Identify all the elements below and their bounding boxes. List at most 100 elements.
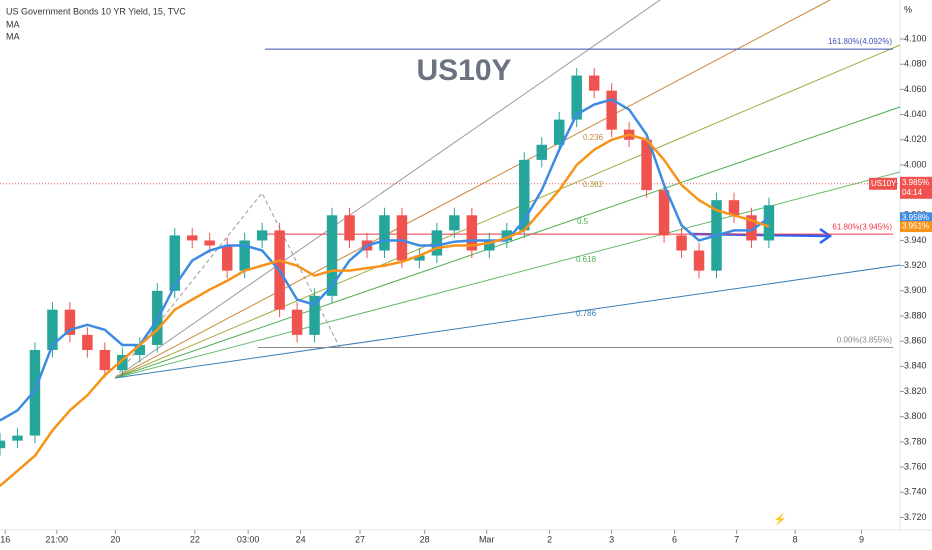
y-tick-label: 4.060 bbox=[904, 84, 927, 94]
y-tick-label: 3.840 bbox=[904, 361, 927, 371]
candle-body bbox=[746, 215, 757, 241]
candle-body bbox=[484, 240, 495, 251]
candle-body bbox=[658, 190, 670, 236]
x-tick-label: 2 bbox=[547, 534, 552, 544]
x-tick-label: 03:00 bbox=[237, 534, 260, 544]
last-price-badge: 3.985% bbox=[902, 178, 929, 187]
x-tick-label: Mar bbox=[479, 534, 495, 544]
fan-line bbox=[114, 264, 901, 379]
x-tick-label: 28 bbox=[420, 534, 430, 544]
y-tick-label: 3.940 bbox=[904, 235, 927, 245]
candle-body bbox=[309, 295, 320, 335]
y-tick-label: 3.860 bbox=[904, 336, 927, 346]
y-unit: % bbox=[904, 4, 912, 14]
x-tick-label: 27 bbox=[355, 534, 365, 544]
candle-body bbox=[117, 355, 128, 371]
candle-body bbox=[693, 250, 705, 271]
arrow-head bbox=[819, 227, 833, 245]
y-tick-label: 4.000 bbox=[904, 159, 927, 169]
candle-body bbox=[82, 334, 93, 350]
candle-body bbox=[414, 255, 425, 261]
fib-label: 161.80%(4.092%) bbox=[828, 37, 892, 46]
ma-line bbox=[0, 98, 770, 422]
y-tick-label: 3.820 bbox=[904, 386, 927, 396]
fan-label: 0.236 bbox=[583, 133, 604, 142]
x-tick-label: 16 bbox=[0, 534, 10, 544]
last-price-badge-bg bbox=[900, 176, 932, 199]
y-tick-label: 4.020 bbox=[904, 134, 927, 144]
lightning-icon: ⚡ bbox=[773, 513, 787, 526]
fan-label: 0.5 bbox=[577, 217, 589, 226]
candle-body bbox=[29, 349, 41, 436]
candle-body bbox=[396, 215, 408, 261]
x-tick-label: 22 bbox=[190, 534, 200, 544]
x-tick-label: 3 bbox=[609, 534, 614, 544]
symbol-badge: US10Y bbox=[871, 179, 897, 188]
symbol-badge-bg bbox=[869, 177, 897, 190]
indicator-label: MA bbox=[6, 19, 20, 29]
candle-body bbox=[99, 349, 111, 371]
candle-body bbox=[536, 144, 547, 160]
candle-body bbox=[728, 200, 740, 216]
fan-line bbox=[114, 0, 661, 379]
x-tick-label: 8 bbox=[793, 534, 798, 544]
y-tick-label: 3.720 bbox=[904, 512, 927, 522]
x-tick-label: 7 bbox=[734, 534, 739, 544]
candle-body bbox=[431, 230, 443, 256]
fib-label: 61.80%(3.945%) bbox=[832, 222, 892, 231]
x-tick-label: 21:00 bbox=[46, 534, 69, 544]
x-tick-label: 24 bbox=[296, 534, 306, 544]
y-tick-label: 4.080 bbox=[904, 59, 927, 69]
watermark: US10Y bbox=[416, 54, 511, 87]
y-tick-label: 3.760 bbox=[904, 461, 927, 471]
fan-line bbox=[114, 0, 831, 379]
fan-label: 0.786 bbox=[576, 309, 597, 318]
y-tick-label: 4.040 bbox=[904, 109, 927, 119]
candle-body bbox=[47, 309, 58, 350]
fan-line bbox=[114, 44, 901, 379]
candle-body bbox=[239, 240, 250, 271]
candle-body bbox=[134, 344, 146, 356]
y-tick-label: 3.780 bbox=[904, 436, 927, 446]
candle-body bbox=[449, 215, 460, 231]
fan-label: 0.618 bbox=[576, 255, 597, 264]
ma-badge: 3.958% bbox=[902, 213, 929, 222]
countdown: 04:14 bbox=[902, 188, 923, 197]
x-tick-label: 6 bbox=[672, 534, 677, 544]
y-tick-label: 3.920 bbox=[904, 260, 927, 270]
y-tick-label: 3.900 bbox=[904, 285, 927, 295]
x-tick-label: 9 bbox=[859, 534, 864, 544]
candle-body bbox=[64, 309, 76, 335]
fan-label: 0.382 bbox=[583, 180, 604, 189]
x-tick-label: 20 bbox=[110, 534, 120, 544]
candle-body bbox=[344, 215, 355, 241]
ma-badge-bg bbox=[900, 212, 932, 224]
candle-body bbox=[519, 159, 530, 231]
candle-body bbox=[501, 230, 513, 241]
candle-body bbox=[221, 245, 233, 271]
ma-line bbox=[0, 133, 770, 487]
candle-body bbox=[606, 90, 617, 130]
fib-label: 0.00%(3.855%) bbox=[837, 336, 892, 345]
ma-badge-bg bbox=[900, 221, 932, 233]
candle-body bbox=[676, 235, 687, 251]
candle-body bbox=[12, 435, 23, 441]
candle-body bbox=[291, 309, 303, 335]
candle-body bbox=[186, 235, 198, 241]
candle-body bbox=[641, 139, 652, 191]
candle-body bbox=[588, 75, 600, 91]
candle-body bbox=[326, 215, 338, 296]
y-tick-label: 3.880 bbox=[904, 310, 927, 320]
y-tick-label: 4.100 bbox=[904, 33, 927, 43]
candle-body bbox=[379, 215, 390, 251]
candle-body bbox=[169, 235, 180, 291]
candle-body bbox=[571, 75, 582, 120]
candle-body bbox=[553, 119, 565, 145]
indicator-label: MA bbox=[6, 31, 20, 41]
candle-body bbox=[466, 215, 478, 251]
fan-line bbox=[114, 106, 901, 379]
y-tick-label: 3.740 bbox=[904, 487, 927, 497]
candle-body bbox=[204, 240, 215, 246]
